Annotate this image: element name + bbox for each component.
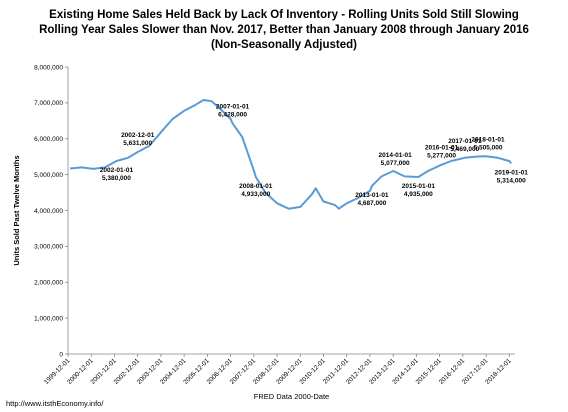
- annotation-value: 5,380,000: [102, 175, 131, 182]
- annotation-value: 5,314,000: [497, 177, 526, 184]
- y-tick-label: 6,000,000: [34, 136, 63, 143]
- annotation-date: 2002-01-01: [100, 167, 134, 174]
- source-credit: http://www.itsthEconomy.info/: [6, 399, 104, 408]
- annotation-date: 2016-01-01: [425, 145, 459, 152]
- annotation-date: 2007-01-01: [216, 103, 250, 110]
- annotation-date: 2019-01-01: [495, 169, 529, 176]
- y-tick-label: 3,000,000: [34, 244, 63, 251]
- chart-subtitle-2: (Non-Seasonally Adjusted): [211, 39, 357, 51]
- annotation-value: 5,631,000: [123, 140, 152, 147]
- annotation-value: 5,277,000: [427, 153, 456, 160]
- chart-subtitle: Rolling Year Sales Slower than Nov. 2017…: [39, 24, 529, 36]
- annotation-value: 5,469,000: [450, 146, 479, 153]
- series-line: [69, 99, 512, 210]
- annotation-date: 2008-01-01: [239, 183, 273, 190]
- y-axis-title: Units Sold Past Twelve Months: [12, 155, 21, 265]
- y-tick-label: 0: [59, 351, 63, 358]
- annotation-date: 2002-12-01: [121, 132, 155, 139]
- annotation-date: 2018-01-01: [471, 137, 505, 144]
- annotation-value: 4,933,000: [241, 191, 270, 198]
- annotation-value: 5,505,000: [474, 145, 503, 152]
- annotation-date: 2015-01-01: [402, 183, 436, 190]
- y-tick-label: 7,000,000: [34, 100, 63, 107]
- annotation-value: 5,077,000: [381, 160, 410, 167]
- y-tick-label: 5,000,000: [34, 172, 63, 179]
- annotation-date: 2017-01-01: [448, 138, 482, 145]
- annotation-value: 4,935,000: [404, 191, 433, 198]
- annotation-date: 2013-01-01: [355, 192, 389, 199]
- annotation-value: 6,428,000: [218, 111, 247, 118]
- y-tick-label: 8,000,000: [34, 64, 63, 71]
- chart-title: Existing Home Sales Held Back by Lack Of…: [49, 9, 519, 21]
- y-tick-label: 1,000,000: [34, 315, 63, 322]
- annotation-date: 2014-01-01: [379, 152, 413, 159]
- y-tick-label: 2,000,000: [34, 280, 63, 287]
- y-tick-label: 4,000,000: [34, 208, 63, 215]
- annotation-value: 4,687,000: [357, 200, 386, 207]
- x-axis-title: FRED Data 2000-Date: [254, 392, 329, 401]
